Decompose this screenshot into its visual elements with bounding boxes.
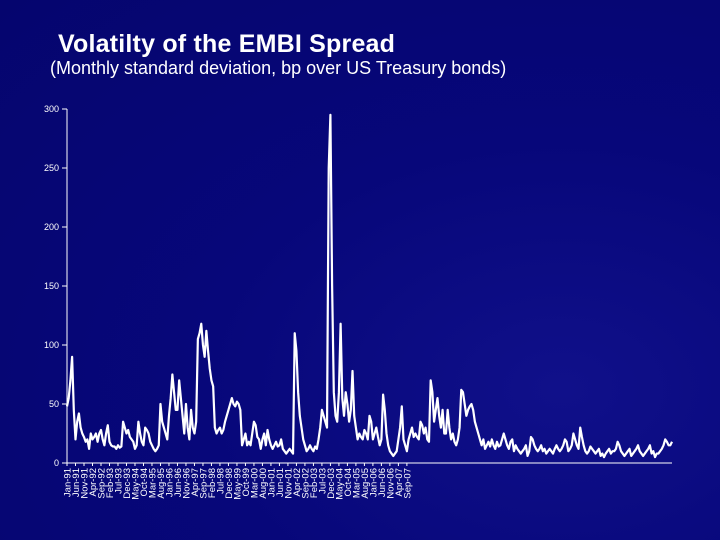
x-tick-label: Oct-99 xyxy=(241,468,252,497)
x-tick-label: Apr-97 xyxy=(190,468,201,497)
x-tick-label: Jun-91 xyxy=(71,468,82,497)
x-tick-label: Jan-01 xyxy=(266,468,277,497)
x-tick-label: Dec-98 xyxy=(224,468,235,499)
chart-subtitle: (Monthly standard deviation, bp over US … xyxy=(50,58,507,78)
y-tick-label: 300 xyxy=(44,104,59,114)
y-tick-label: 250 xyxy=(44,163,59,173)
x-tick-label: Aug-00 xyxy=(258,468,269,499)
x-tick-label: Feb-03 xyxy=(309,468,320,498)
x-tick-label: Jun-01 xyxy=(275,468,286,497)
x-tick-label: Aug-05 xyxy=(360,468,371,499)
x-tick-label: Jan-96 xyxy=(164,468,175,497)
x-tick-label: Nov-01 xyxy=(283,468,294,499)
x-tick-label: Feb-93 xyxy=(105,468,116,498)
x-tick-label: Jul-93 xyxy=(113,468,124,494)
chart-title: Volatilty of the EMBI Spread xyxy=(58,30,396,58)
x-tick-label: Dec-03 xyxy=(326,468,337,499)
x-tick-label: Nov-96 xyxy=(181,468,192,499)
x-tick-label: Sep-97 xyxy=(198,468,209,499)
x-tick-label: Jan-06 xyxy=(368,468,379,497)
x-tick-label: Mar-95 xyxy=(147,468,158,498)
y-tick-label: 150 xyxy=(44,281,59,291)
x-tick-label: Aug-95 xyxy=(156,468,167,499)
x-tick-label: Oct-94 xyxy=(139,468,150,497)
y-tick-label: 100 xyxy=(44,340,59,350)
x-tick-label: Jun-96 xyxy=(173,468,184,497)
y-tick-label: 0 xyxy=(54,458,59,468)
x-tick-label: Sep-92 xyxy=(96,468,107,499)
x-tick-label: Oct-04 xyxy=(343,468,354,497)
x-tick-label: Sep-07 xyxy=(402,468,413,499)
x-tick-label: Jul-03 xyxy=(317,468,328,494)
y-tick-label: 200 xyxy=(44,222,59,232)
x-tick-label: Mar-00 xyxy=(249,468,260,498)
x-tick-label: Jun-06 xyxy=(377,468,388,497)
x-tick-label: May-99 xyxy=(232,468,243,500)
x-tick-label: Jan-91 xyxy=(63,468,74,497)
x-tick-label: Jul-98 xyxy=(215,468,226,494)
y-tick-label: 50 xyxy=(49,399,59,409)
x-tick-label: Apr-07 xyxy=(394,468,405,497)
x-tick-label: May-04 xyxy=(334,468,345,500)
x-tick-label: Mar-05 xyxy=(351,468,362,498)
x-tick-label: Nov-06 xyxy=(385,468,396,499)
x-tick-label: Apr-92 xyxy=(88,468,99,497)
x-tick-label: Sep-02 xyxy=(300,468,311,499)
x-tick-label: Feb-98 xyxy=(207,468,218,498)
x-tick-label: May-94 xyxy=(130,468,141,500)
x-tick-label: Apr-02 xyxy=(292,468,303,497)
x-tick-label: Dec-93 xyxy=(122,468,133,499)
series-line-embi-volatility xyxy=(65,113,673,459)
x-tick-label: Nov-91 xyxy=(79,468,90,499)
